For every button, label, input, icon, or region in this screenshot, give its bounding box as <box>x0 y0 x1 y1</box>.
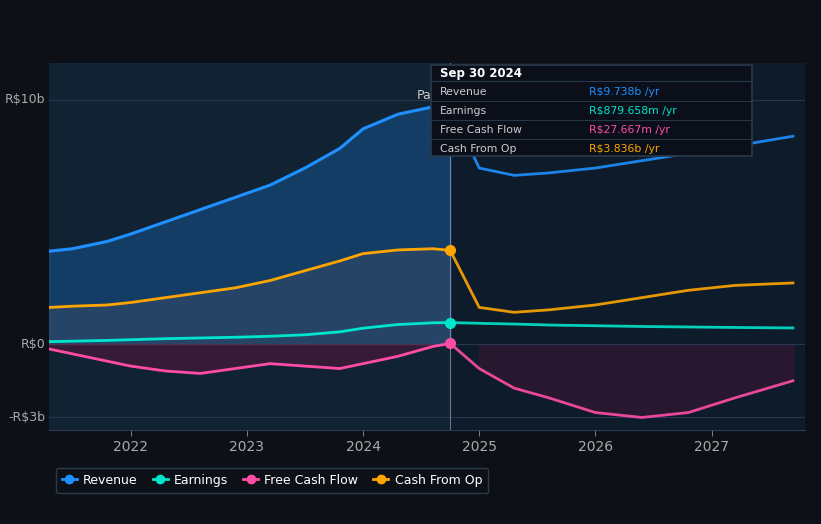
Text: Revenue: Revenue <box>440 87 487 97</box>
Text: -R$3b: -R$3b <box>8 411 45 424</box>
Text: R$9.738b /yr: R$9.738b /yr <box>589 87 660 97</box>
Text: Free Cash Flow: Free Cash Flow <box>440 125 521 135</box>
Text: Analysts Forecasts: Analysts Forecasts <box>458 89 574 102</box>
FancyBboxPatch shape <box>431 65 752 156</box>
Text: R$0: R$0 <box>21 337 45 351</box>
Bar <box>49 63 450 430</box>
Text: Past: Past <box>416 89 443 102</box>
Text: Sep 30 2024: Sep 30 2024 <box>440 67 522 80</box>
Text: R$27.667m /yr: R$27.667m /yr <box>589 125 670 135</box>
Text: Cash From Op: Cash From Op <box>440 144 516 154</box>
Text: R$10b: R$10b <box>5 93 45 106</box>
Text: Earnings: Earnings <box>440 106 487 116</box>
Text: R$3.836b /yr: R$3.836b /yr <box>589 144 660 154</box>
Text: R$879.658m /yr: R$879.658m /yr <box>589 106 677 116</box>
Legend: Revenue, Earnings, Free Cash Flow, Cash From Op: Revenue, Earnings, Free Cash Flow, Cash … <box>56 467 488 493</box>
